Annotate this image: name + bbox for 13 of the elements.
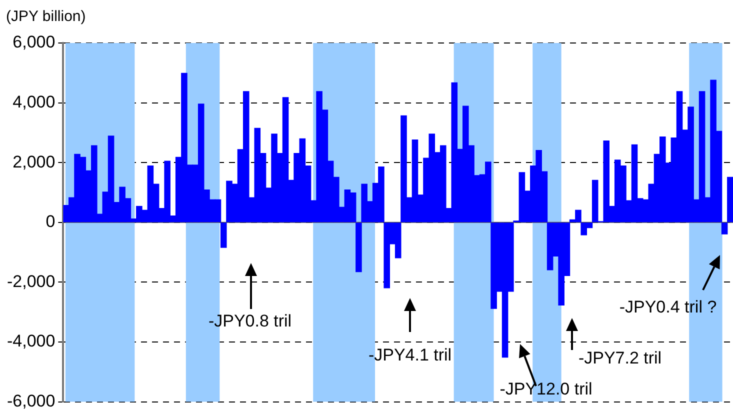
y-tick-label: -6,000 xyxy=(7,391,56,410)
annotation: -JPY12.0 tril xyxy=(500,380,592,399)
y-tick-label: 6,000 xyxy=(12,32,56,52)
annotation: -JPY0.8 tril xyxy=(208,312,292,331)
y-tick-label: 2,000 xyxy=(12,152,56,172)
y-tick-label: -2,000 xyxy=(7,272,56,291)
annotation: -JPY4.1 tril xyxy=(368,346,452,365)
y-tick-label: 0 xyxy=(46,212,56,232)
annotation: -JPY7.2 tril xyxy=(578,348,662,368)
y-tick-label: 4,000 xyxy=(12,92,56,112)
y-axis-title: (JPY billion) xyxy=(6,8,86,25)
y-tick-label: -4,000 xyxy=(7,332,56,351)
annotation: -JPY0.4 tril ? xyxy=(619,298,717,317)
